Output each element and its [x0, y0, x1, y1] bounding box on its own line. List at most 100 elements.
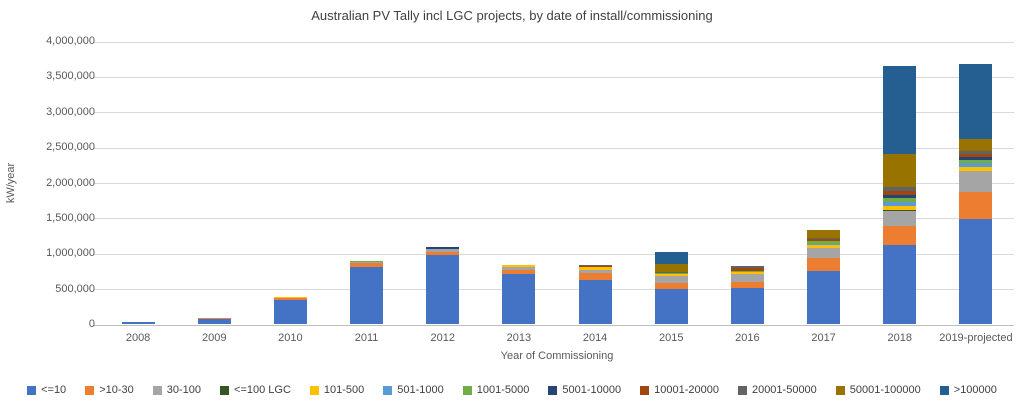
y-axis-tick-label: 3,000,000	[46, 105, 95, 118]
bar-segment-<=10	[959, 219, 993, 324]
bar-segment-10001-20000	[883, 190, 917, 195]
bar-2018	[883, 65, 917, 324]
bar-segment-50001-100000	[578, 264, 612, 266]
bar-segment-30-100	[730, 274, 764, 282]
legend-swatch-icon	[383, 385, 393, 395]
bar-2008	[121, 322, 155, 324]
bar-segment-30-100	[502, 266, 536, 271]
bar-2011	[350, 260, 384, 324]
bar-segment-101-500	[959, 166, 993, 171]
legend-item-30-100: 30-100	[152, 384, 201, 396]
y-axis-tick-label: 0	[88, 318, 95, 330]
x-axis-category-label: 2012	[430, 332, 455, 344]
bar-segment->10-30	[730, 281, 764, 288]
x-axis-category-label: 2019-projected	[939, 332, 1013, 344]
legend-label: 501-1000	[397, 384, 444, 396]
bar-segment-1001-5000	[959, 159, 993, 164]
bar-segment-101-500	[730, 272, 764, 275]
bar-segment-1001-5000	[350, 260, 384, 262]
bar-2019-projected	[959, 64, 993, 324]
bar-segment-101-500	[502, 265, 536, 267]
legend-label: >10-30	[99, 384, 134, 396]
bar-segment-5001-10000	[426, 247, 460, 249]
bar-segment-20001-50000	[807, 238, 841, 239]
bar-segment-501-1000	[959, 163, 993, 167]
gridline	[94, 289, 1014, 291]
plot-area	[94, 41, 1014, 326]
gridline	[94, 112, 1014, 114]
x-axis-category-label: 2015	[658, 332, 684, 344]
bar-2016	[730, 266, 764, 324]
bar-segment-10001-20000	[959, 153, 993, 158]
bar-segment->10-30	[654, 282, 688, 290]
gridline	[94, 76, 1014, 78]
legend-label: <=10	[41, 384, 67, 396]
bar-segment-501-1000	[883, 202, 917, 206]
bar-segment->100000	[959, 64, 993, 140]
bar-segment-<=10	[730, 287, 764, 324]
legend-swatch-icon	[27, 385, 37, 395]
bar-segment-<=10	[273, 299, 307, 324]
bar-segment-30-100	[883, 210, 917, 226]
bar-segment->100000	[654, 251, 688, 264]
x-axis-category-label: 2013	[506, 332, 532, 344]
legend-swatch-icon	[220, 385, 230, 395]
bar-2013	[502, 264, 536, 324]
x-axis-category-label: 2010	[278, 332, 303, 344]
bar-segment-<=100 LGC	[883, 210, 917, 211]
bar-segment-501-1000	[807, 244, 841, 246]
bar-segment-<=10	[197, 319, 231, 324]
bar-segment->10-30	[883, 225, 917, 246]
bar-segment-50001-100000	[883, 154, 917, 187]
legend-item-<=10: <=10	[27, 384, 66, 396]
x-axis-category-label: 2014	[582, 332, 608, 344]
legend-item->10-30: >10-30	[85, 384, 134, 396]
legend-swatch-icon	[939, 385, 949, 395]
gridline	[94, 218, 1014, 220]
legend-label: 10001-20000	[654, 384, 719, 396]
legend-item-5001-10000: 5001-10000	[548, 384, 621, 396]
legend-swatch-icon	[835, 385, 845, 395]
legend-label: 1001-5000	[476, 384, 530, 396]
legend-item-<=100 LGC: <=100 LGC	[220, 384, 291, 396]
legend-item-101-500: 101-500	[309, 384, 365, 396]
bar-2015	[654, 251, 688, 324]
bar-segment-5001-10000	[883, 194, 917, 198]
x-axis-category-label: 2016	[735, 332, 760, 344]
legend-label: 101-500	[323, 384, 365, 396]
legend-swatch-icon	[548, 385, 558, 395]
bar-segment->10-30	[578, 273, 612, 281]
bar-segment-10001-20000	[807, 238, 841, 241]
bar-segment-30-100	[426, 248, 460, 252]
gridline	[94, 147, 1014, 149]
legend-item->100000: >100000	[939, 384, 997, 396]
legend-label: <=100 LGC	[234, 384, 291, 396]
x-axis-category-label: 2018	[887, 332, 912, 344]
bar-segment-50001-100000	[959, 139, 993, 151]
bar-segment-1001-5000	[807, 241, 841, 245]
bar-segment-20001-50000	[959, 150, 993, 154]
bar-segment-<=10	[121, 322, 155, 324]
y-axis-tick-label: 2,500,000	[46, 141, 95, 154]
legend-label: >100000	[953, 384, 997, 396]
bar-segment-101-500	[654, 274, 688, 276]
legend-label: 5001-10000	[562, 384, 622, 396]
chart-title: Australian PV Tally incl LGC projects, b…	[311, 8, 713, 23]
bar-segment-<=100 LGC	[959, 170, 993, 172]
legend-item-501-1000: 501-1000	[383, 384, 444, 396]
bar-segment-30-100	[578, 270, 612, 274]
bar-2014	[578, 264, 612, 324]
legend-swatch-icon	[309, 385, 319, 395]
legend-item-50001-100000: 50001-100000	[835, 384, 921, 396]
x-axis-category-label: 2009	[201, 332, 227, 344]
y-axis-tick-label: 2,000,000	[46, 176, 95, 189]
bar-segment->10-30	[273, 298, 307, 300]
bar-segment-5001-10000	[959, 157, 993, 160]
y-axis-tick-label: 1,500,000	[46, 211, 95, 224]
bar-segment-30-100	[654, 275, 688, 283]
legend-swatch-icon	[85, 385, 95, 395]
bar-segment-20001-50000	[883, 186, 917, 191]
bar-segment-30-100	[959, 171, 993, 193]
bar-segment-101-500	[578, 267, 612, 271]
gridline	[94, 183, 1014, 184]
